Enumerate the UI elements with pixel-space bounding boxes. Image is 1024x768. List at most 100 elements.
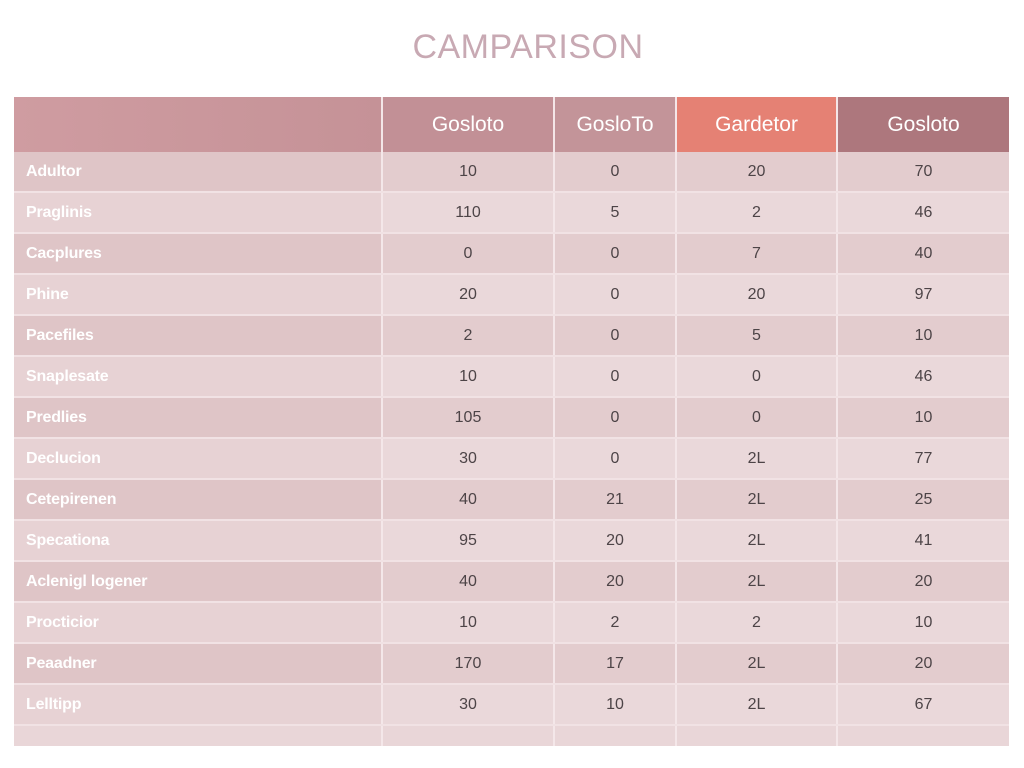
- table-cell: 20: [554, 561, 677, 603]
- empty-cell: [676, 725, 838, 746]
- table-cell: 2L: [676, 438, 838, 480]
- row-label: Lelltipp: [14, 684, 383, 726]
- table-row: Peaadner 170 17 2L 20: [14, 643, 1009, 685]
- table-cell: 2L: [676, 684, 838, 726]
- table-cell: 17: [554, 643, 677, 685]
- table-row: Phine 20 0 20 97: [14, 274, 1009, 316]
- row-label: Cetepirenen: [14, 479, 383, 521]
- table-title: CAMPARISON: [412, 28, 644, 66]
- table-row: Specationa 95 20 2L 41: [14, 520, 1009, 562]
- table-cell: 0: [554, 356, 677, 398]
- table-cell: 20: [676, 152, 838, 193]
- table-cell: 30: [382, 684, 555, 726]
- header-label-cell: [14, 97, 383, 152]
- row-label: Phine: [14, 274, 383, 316]
- table-cell: 0: [676, 397, 838, 439]
- table-cell: 21: [554, 479, 677, 521]
- table-cell: 20: [382, 274, 555, 316]
- table-footer-band: [14, 725, 1009, 746]
- table-cell: 2: [676, 602, 838, 644]
- table-cell: 5: [554, 192, 677, 234]
- table-cell: 105: [382, 397, 555, 439]
- table-cell: 70: [837, 152, 1009, 193]
- table-cell: 10: [382, 602, 555, 644]
- row-label: Pacefiles: [14, 315, 383, 357]
- table-cell: 40: [837, 233, 1009, 275]
- table-cell: 41: [837, 520, 1009, 562]
- empty-cell: [382, 725, 555, 746]
- table-cell: 67: [837, 684, 1009, 726]
- row-label: Adultor: [14, 152, 383, 193]
- table-cell: 40: [382, 561, 555, 603]
- empty-cell: [554, 725, 677, 746]
- table-cell: 20: [837, 561, 1009, 603]
- table-cell: 0: [554, 274, 677, 316]
- table-row: Cetepirenen 40 21 2L 25: [14, 479, 1009, 521]
- row-label: Snaplesate: [14, 356, 383, 398]
- table-cell: 0: [554, 315, 677, 357]
- table-cell: 0: [554, 397, 677, 439]
- table-cell: 77: [837, 438, 1009, 480]
- table-cell: 0: [554, 233, 677, 275]
- row-label: Predlies: [14, 397, 383, 439]
- table-cell: 40: [382, 479, 555, 521]
- table-cell: 2L: [676, 520, 838, 562]
- table-body: Adultor 10 0 20 70 Praglinis 110 5 2 46 Cacplures 0…: [14, 152, 1009, 746]
- table-row: Cacplures 0 0 7 40: [14, 233, 1009, 275]
- table-cell: 10: [837, 397, 1009, 439]
- table-cell: 10: [837, 602, 1009, 644]
- table-cell: 10: [382, 356, 555, 398]
- column-header: Gosloto: [837, 97, 1009, 152]
- table-row: Aclenigl logener 40 20 2L 20: [14, 561, 1009, 603]
- header-row: Gosloto GosloTo Gardetor Gosloto: [14, 97, 1009, 152]
- row-label: Peaadner: [14, 643, 383, 685]
- comparison-table: Gosloto GosloTo Gardetor Gosloto Adultor…: [14, 97, 1009, 746]
- table-cell: 0: [554, 152, 677, 193]
- table-cell: 46: [837, 192, 1009, 234]
- row-label: Praglinis: [14, 192, 383, 234]
- table-cell: 0: [554, 438, 677, 480]
- table-cell: 0: [382, 233, 555, 275]
- table-cell: 2: [554, 602, 677, 644]
- column-header: Gosloto: [382, 97, 555, 152]
- table-row: Lelltipp 30 10 2L 67: [14, 684, 1009, 726]
- table-cell: 20: [837, 643, 1009, 685]
- table-cell: 10: [382, 152, 555, 193]
- table-cell: 95: [382, 520, 555, 562]
- table-cell: 97: [837, 274, 1009, 316]
- empty-cell: [14, 725, 383, 746]
- table-row: Pacefiles 2 0 5 10: [14, 315, 1009, 357]
- table-row: Procticior 10 2 2 10: [14, 602, 1009, 644]
- table-cell: 110: [382, 192, 555, 234]
- empty-cell: [837, 725, 1009, 746]
- table-cell: 2: [676, 192, 838, 234]
- table-cell: 10: [837, 315, 1009, 357]
- table-cell: 10: [554, 684, 677, 726]
- table-cell: 2: [382, 315, 555, 357]
- table-cell: 46: [837, 356, 1009, 398]
- table-cell: 2L: [676, 479, 838, 521]
- table-cell: 25: [837, 479, 1009, 521]
- column-header: GosloTo: [554, 97, 677, 152]
- row-label: Procticior: [14, 602, 383, 644]
- row-label: Aclenigl logener: [14, 561, 383, 603]
- table-cell: 7: [676, 233, 838, 275]
- row-label: Cacplures: [14, 233, 383, 275]
- table-cell: 5: [676, 315, 838, 357]
- table-cell: 0: [676, 356, 838, 398]
- table-row: Praglinis 110 5 2 46: [14, 192, 1009, 234]
- table-cell: 170: [382, 643, 555, 685]
- table-row: Predlies 105 0 0 10: [14, 397, 1009, 439]
- table-cell: 2L: [676, 643, 838, 685]
- table-cell: 2L: [676, 561, 838, 603]
- table-cell: 20: [554, 520, 677, 562]
- row-label: Declucion: [14, 438, 383, 480]
- column-header-highlighted: Gardetor: [676, 97, 838, 152]
- table-cell: 30: [382, 438, 555, 480]
- table-cell: 20: [676, 274, 838, 316]
- table-row: Declucion 30 0 2L 77: [14, 438, 1009, 480]
- row-label: Specationa: [14, 520, 383, 562]
- table-row: Adultor 10 0 20 70: [14, 152, 1009, 193]
- table-row: Snaplesate 10 0 0 46: [14, 356, 1009, 398]
